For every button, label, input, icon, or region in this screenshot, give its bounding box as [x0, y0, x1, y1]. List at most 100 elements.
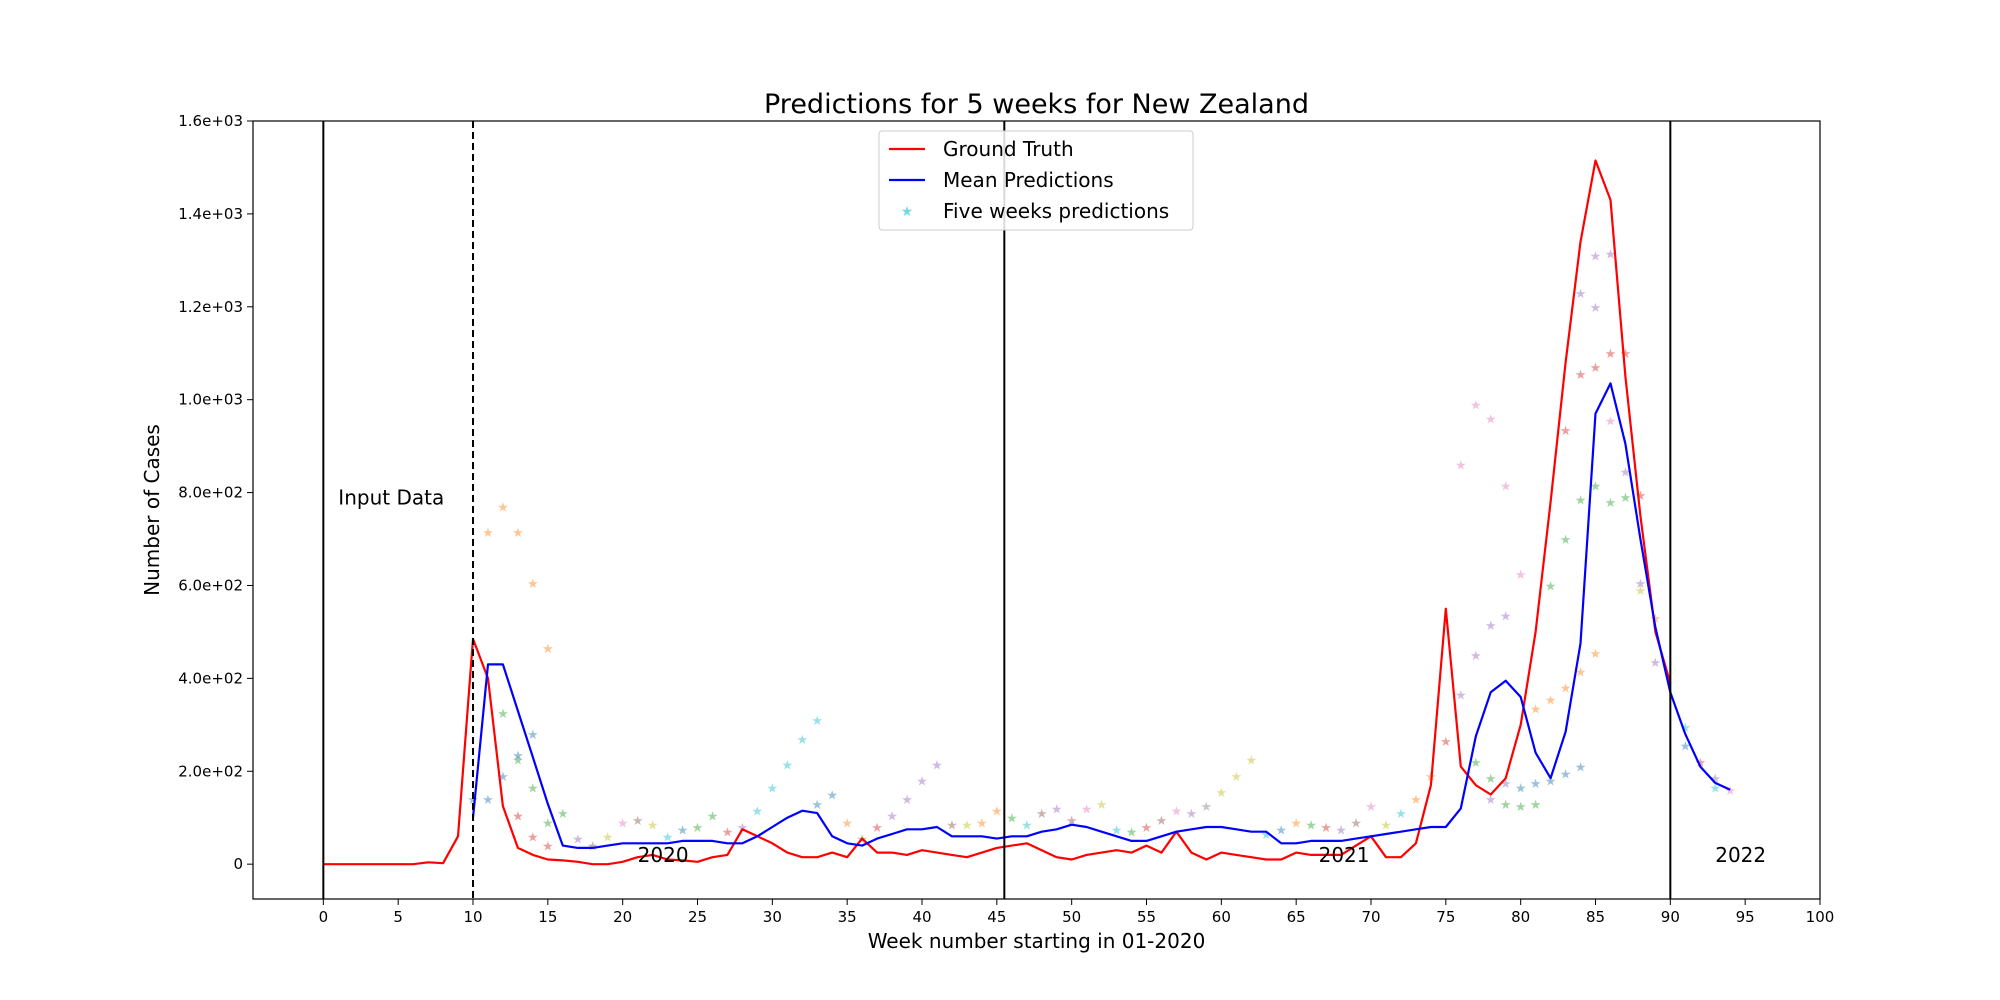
prediction-point: ★: [1230, 770, 1242, 785]
prediction-point: ★: [632, 814, 644, 829]
prediction-point: ★: [542, 840, 554, 855]
x-tick-label: 20: [613, 908, 632, 926]
vertical-lines: [322, 121, 1672, 899]
prediction-point: ★: [707, 809, 719, 824]
prediction-point: ★: [961, 819, 973, 834]
prediction-point: ★: [1500, 480, 1512, 495]
prediction-point: ★: [662, 830, 674, 845]
legend-label-ground-truth: Ground Truth: [943, 137, 1074, 161]
prediction-point: ★: [1530, 777, 1542, 792]
x-tick-label: 55: [1137, 908, 1156, 926]
prediction-point: ★: [1470, 756, 1482, 771]
y-tick-label: 4.0e+02: [178, 669, 243, 687]
prediction-point: ★: [512, 809, 524, 824]
series-line-ground-truth: [323, 159, 1672, 866]
prediction-point: ★: [1635, 489, 1647, 504]
x-tick-label: 90: [1661, 908, 1680, 926]
prediction-point: ★: [1395, 807, 1407, 822]
prediction-point: ★: [886, 809, 898, 824]
prediction-point: ★: [1500, 798, 1512, 813]
prediction-point: ★: [1545, 693, 1557, 708]
prediction-point: ★: [1620, 347, 1632, 362]
prediction-point: ★: [1709, 772, 1721, 787]
prediction-point: ★: [796, 733, 808, 748]
prediction-point: ★: [1515, 800, 1527, 815]
prediction-point: ★: [692, 821, 704, 836]
prediction-point: ★: [1575, 368, 1587, 383]
prediction-point: ★: [1320, 821, 1332, 836]
prediction-point: ★: [901, 793, 913, 808]
prediction-point: ★: [1560, 533, 1572, 548]
prediction-point: ★: [1605, 496, 1617, 511]
prediction-point: ★: [677, 823, 689, 838]
prediction-point: ★: [826, 788, 838, 803]
prediction-point: ★: [1650, 612, 1662, 627]
prediction-point: ★: [1410, 793, 1422, 808]
prediction-point: ★: [841, 816, 853, 831]
prediction-point: ★: [1290, 816, 1302, 831]
prediction-point: ★: [1620, 466, 1632, 481]
annotations: Input Data 2020 2021 2022: [338, 486, 1766, 868]
prediction-point: ★: [752, 805, 764, 820]
x-tick-label: 80: [1511, 908, 1530, 926]
annotation-text: 2021: [1319, 843, 1370, 867]
x-axis: 0 5 10 15 20 25 30 35 40 45 50 55 60 65 70 75 80 85 90 95 10…: [319, 899, 1834, 926]
prediction-point: ★: [1081, 802, 1093, 817]
prediction-point: ★: [1605, 247, 1617, 262]
y-tick-label: 1.2e+03: [178, 298, 243, 316]
prediction-point: ★: [1126, 826, 1138, 841]
y-tick-label: 1.6e+03: [178, 112, 243, 130]
prediction-point: ★: [1186, 807, 1198, 822]
x-tick-label: 5: [393, 908, 403, 926]
prediction-point: ★: [1485, 412, 1497, 427]
prediction-point: ★: [916, 775, 928, 790]
x-tick-label: 30: [763, 908, 782, 926]
prediction-point: ★: [1635, 584, 1647, 599]
prediction-point: ★: [931, 758, 943, 773]
prediction-point: ★: [871, 821, 883, 836]
x-tick-label: 75: [1436, 908, 1455, 926]
scatter-layer: ★★★★★★★★★★★ ★★★★★★★ ★ ★★★ ★ ★★ ★ ★★★ ★★★★★★★★★★★…: [467, 247, 1736, 854]
x-tick-label: 95: [1736, 908, 1755, 926]
y-tick-label: 1.4e+03: [178, 205, 243, 223]
prediction-point: ★: [1051, 802, 1063, 817]
x-tick-label: 0: [319, 908, 329, 926]
prediction-point: ★: [512, 754, 524, 769]
y-tick-label: 1.0e+03: [178, 391, 243, 409]
prediction-point: ★: [1066, 814, 1078, 829]
y-tick-label: 2.0e+02: [178, 762, 243, 780]
x-tick-label: 25: [688, 908, 707, 926]
prediction-point: ★: [1575, 665, 1587, 680]
prediction-point: ★: [991, 805, 1003, 820]
prediction-point: ★: [527, 577, 539, 592]
prediction-point: ★: [1709, 782, 1721, 797]
prediction-point: ★: [1021, 819, 1033, 834]
prediction-point: ★: [1590, 480, 1602, 495]
prediction-point: ★: [1694, 756, 1706, 771]
prediction-point: ★: [1530, 703, 1542, 718]
prediction-point: ★: [1590, 301, 1602, 316]
prediction-point: ★: [542, 816, 554, 831]
annotation-text: 2020: [638, 843, 689, 867]
x-tick-label: 65: [1287, 908, 1306, 926]
prediction-point: ★: [1605, 415, 1617, 430]
prediction-point: ★: [1141, 821, 1153, 836]
prediction-point: ★: [1245, 754, 1257, 769]
prediction-point: ★: [572, 833, 584, 848]
prediction-point: ★: [1635, 577, 1647, 592]
plot-frame: [252, 120, 1821, 900]
prediction-point: ★: [811, 798, 823, 813]
prediction-point: ★: [1575, 494, 1587, 509]
prediction-point: ★: [1335, 823, 1347, 838]
prediction-point: ★: [1590, 361, 1602, 376]
prediction-point: ★: [1500, 777, 1512, 792]
prediction-point: ★: [557, 807, 569, 822]
prediction-point: ★: [1560, 682, 1572, 697]
prediction-point: ★: [1500, 610, 1512, 625]
prediction-point: ★: [1590, 647, 1602, 662]
prediction-point: ★: [1156, 814, 1168, 829]
prediction-point: ★: [1470, 398, 1482, 413]
annotation-text: Input Data: [338, 486, 444, 510]
prediction-point: ★: [1365, 800, 1377, 815]
x-tick-label: 50: [1062, 908, 1081, 926]
